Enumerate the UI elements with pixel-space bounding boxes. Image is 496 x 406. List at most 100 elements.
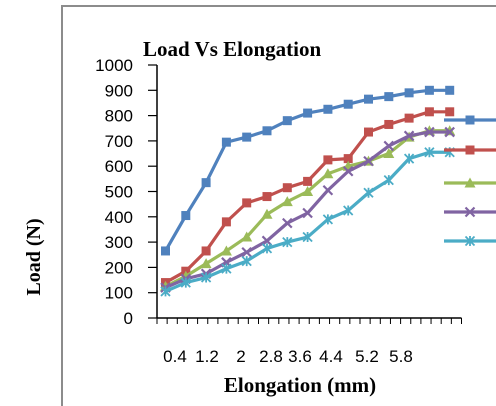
x-tick-label: 2 bbox=[236, 347, 245, 366]
data-point bbox=[181, 211, 191, 221]
legend-entry-1 bbox=[444, 115, 496, 125]
data-point bbox=[200, 272, 212, 283]
x-tick-label: 2.8 bbox=[259, 347, 283, 366]
y-tick-label: 0 bbox=[124, 309, 133, 328]
data-point bbox=[302, 231, 313, 243]
chart-frame bbox=[61, 5, 496, 406]
data-point bbox=[445, 107, 455, 117]
data-point bbox=[322, 184, 334, 196]
data-point bbox=[343, 154, 353, 164]
data-point bbox=[323, 104, 333, 114]
data-point bbox=[464, 235, 476, 247]
data-point bbox=[464, 206, 476, 218]
data-point bbox=[282, 217, 293, 229]
data-point bbox=[302, 186, 314, 196]
data-point bbox=[404, 88, 414, 98]
y-tick-label: 900 bbox=[105, 81, 133, 100]
data-point bbox=[201, 178, 211, 188]
y-axis-label: Load (N) bbox=[23, 218, 45, 295]
data-point bbox=[464, 177, 476, 188]
x-axis-label: Elongation (mm) bbox=[224, 373, 376, 397]
data-point bbox=[282, 116, 292, 126]
x-tick-label: 5.8 bbox=[389, 347, 413, 366]
data-point bbox=[261, 235, 273, 247]
data-point bbox=[403, 130, 415, 142]
data-point bbox=[302, 207, 313, 219]
data-point bbox=[242, 198, 252, 208]
y-tick-label: 1000 bbox=[95, 56, 133, 75]
data-point bbox=[343, 205, 354, 216]
data-point bbox=[201, 246, 211, 256]
x-tick-labels: 0.4 1.2 2 2.8 3.6 4.4 5.2 5.8 bbox=[163, 347, 413, 366]
legend-entry-4 bbox=[444, 206, 496, 218]
data-point bbox=[303, 176, 313, 186]
series-1 bbox=[161, 85, 455, 256]
data-point bbox=[445, 85, 455, 95]
y-tick-label: 100 bbox=[105, 284, 133, 303]
data-point bbox=[322, 214, 334, 225]
data-point bbox=[262, 192, 272, 202]
data-point bbox=[323, 155, 333, 165]
x-tick-label: 4.4 bbox=[319, 347, 343, 366]
series-3 bbox=[160, 125, 456, 291]
data-point bbox=[160, 286, 171, 297]
data-point bbox=[262, 126, 272, 136]
data-point bbox=[383, 174, 394, 186]
data-point bbox=[200, 258, 212, 269]
data-point bbox=[424, 126, 435, 138]
data-point bbox=[241, 246, 252, 258]
data-point bbox=[322, 168, 334, 179]
data-point bbox=[261, 208, 273, 219]
data-point bbox=[384, 92, 394, 102]
data-point bbox=[303, 108, 313, 118]
data-point bbox=[342, 165, 354, 177]
x-tick-label: 3.6 bbox=[288, 347, 312, 366]
data-point bbox=[424, 107, 434, 117]
data-point bbox=[424, 85, 434, 95]
data-point bbox=[241, 231, 253, 242]
y-tick-label: 700 bbox=[105, 132, 133, 151]
y-tick-label: 800 bbox=[105, 107, 133, 126]
data-point bbox=[364, 94, 373, 104]
data-point bbox=[384, 119, 394, 129]
data-point bbox=[220, 245, 232, 256]
axes bbox=[148, 64, 462, 324]
data-point bbox=[261, 243, 273, 254]
data-point bbox=[383, 140, 395, 152]
data-point bbox=[282, 183, 292, 193]
x-tick-label: 1.2 bbox=[195, 347, 219, 366]
x-tick-label: 0.4 bbox=[163, 347, 187, 366]
legend-entry-3 bbox=[444, 177, 496, 188]
data-point bbox=[180, 277, 191, 288]
data-point bbox=[364, 127, 373, 137]
y-tick-labels: 0 100 200 300 400 500 600 700 800 900 1000 bbox=[95, 56, 133, 328]
y-tick-label: 400 bbox=[105, 208, 133, 227]
data-point bbox=[242, 132, 252, 142]
legend bbox=[444, 115, 496, 247]
data-point bbox=[465, 115, 475, 125]
legend-entry-2 bbox=[444, 145, 496, 155]
data-point bbox=[161, 246, 170, 256]
data-point bbox=[241, 255, 252, 267]
y-tick-label: 500 bbox=[105, 183, 133, 202]
data-point bbox=[221, 137, 231, 147]
data-point bbox=[363, 187, 374, 198]
data-point bbox=[403, 153, 415, 164]
data-point bbox=[444, 126, 455, 138]
data-point bbox=[424, 147, 435, 158]
data-point bbox=[404, 113, 414, 123]
data-point bbox=[465, 145, 475, 155]
series-lines bbox=[160, 85, 456, 297]
data-point bbox=[281, 196, 293, 207]
y-tick-label: 600 bbox=[105, 157, 133, 176]
series-5 bbox=[160, 147, 455, 297]
legend-entry-5 bbox=[444, 235, 496, 247]
y-tick-label: 200 bbox=[105, 258, 133, 277]
data-point bbox=[221, 217, 231, 227]
y-tick-label: 300 bbox=[105, 233, 133, 252]
data-point bbox=[363, 155, 374, 167]
data-point bbox=[383, 148, 395, 159]
data-point bbox=[282, 236, 293, 248]
x-tick-label: 5.2 bbox=[355, 347, 379, 366]
